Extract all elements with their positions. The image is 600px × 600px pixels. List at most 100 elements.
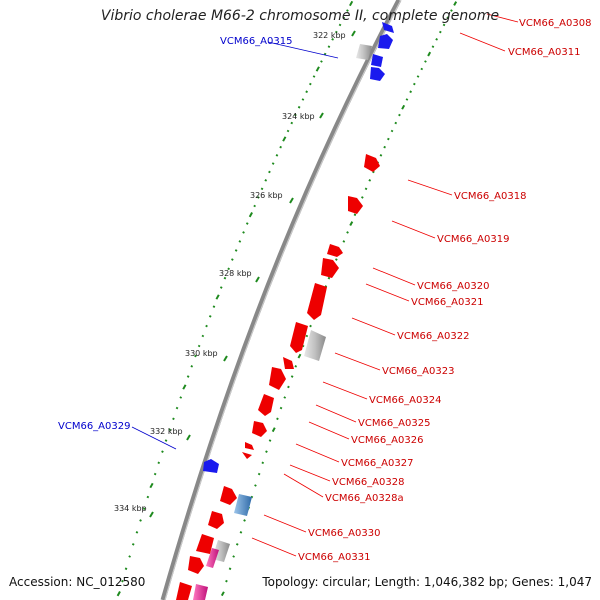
gc-dot xyxy=(364,187,368,191)
gene-arrow xyxy=(348,196,363,214)
gc-dot xyxy=(260,187,264,191)
gene-label[interactable]: VCM66_A0308 xyxy=(519,18,591,29)
gene-label[interactable]: VCM66_A0328 xyxy=(332,477,404,488)
gc-dot xyxy=(290,375,294,378)
gc-dot xyxy=(168,428,172,431)
gc-dot xyxy=(335,258,338,261)
gc-dot xyxy=(446,16,450,19)
gene-label[interactable]: VCM66_A0320 xyxy=(417,281,489,292)
gene-label[interactable]: VCM66_A0325 xyxy=(358,418,430,429)
gc-dot xyxy=(279,406,283,410)
gc-dot xyxy=(238,240,242,243)
gc-dot xyxy=(179,396,183,399)
gene-label[interactable]: VCM66_A0326 xyxy=(351,435,423,446)
gc-dot xyxy=(394,121,398,125)
gc-dot xyxy=(253,204,256,208)
gene-label[interactable]: VCM66_A0322 xyxy=(397,331,469,342)
gene-arrow xyxy=(290,322,308,353)
gc-dot xyxy=(164,439,168,442)
gc-dot xyxy=(215,294,220,300)
gene-arrow xyxy=(382,22,394,33)
gene-block xyxy=(304,330,326,361)
gc-dot xyxy=(294,365,298,368)
gc-content-track xyxy=(116,0,458,597)
gc-dot xyxy=(268,170,271,174)
gene-label[interactable]: VCM66_A0324 xyxy=(369,395,441,406)
forward-strand-genes xyxy=(176,154,380,600)
gc-dot xyxy=(242,231,245,234)
gc-dot xyxy=(220,591,225,597)
gc-dot xyxy=(121,579,124,583)
gc-dot xyxy=(349,221,354,226)
gene-label[interactable]: VCM66_A0315 xyxy=(220,36,292,47)
gene-label[interactable]: VCM66_A0318 xyxy=(454,191,526,202)
gc-dot xyxy=(268,439,272,442)
gc-dot xyxy=(349,0,354,7)
gene-label[interactable]: VCM66_A0327 xyxy=(341,458,413,469)
gene-labels-reverse: VCM66_A0315 VCM66_A0329 xyxy=(58,36,292,432)
gc-dot xyxy=(131,543,135,546)
gc-dot xyxy=(383,145,386,149)
gene-arrow xyxy=(371,54,383,67)
gc-dot xyxy=(235,543,239,546)
misc-genes xyxy=(193,548,219,600)
gc-dot xyxy=(212,305,216,308)
gc-dot xyxy=(186,375,190,378)
gc-dot xyxy=(342,240,346,243)
gc-dot xyxy=(223,276,227,280)
gc-dot xyxy=(327,45,331,48)
gc-dot xyxy=(409,90,412,94)
gc-dot xyxy=(453,1,458,6)
gc-dot xyxy=(287,385,290,389)
gene-arrow xyxy=(370,67,385,81)
gc-dot xyxy=(124,567,128,571)
gene-label[interactable]: VCM66_A0331 xyxy=(298,552,370,563)
gc-dot xyxy=(239,531,243,534)
topology-text: Topology: circular; Length: 1,046,382 bp… xyxy=(261,575,592,589)
gene-label[interactable]: VCM66_A0330 xyxy=(308,528,380,539)
chromosome-backbone-highlight xyxy=(164,0,402,600)
gc-dot xyxy=(372,170,375,174)
gc-dot xyxy=(257,196,260,199)
reverse-strand-genes xyxy=(203,22,394,473)
rna-gene xyxy=(234,494,252,516)
gc-dot xyxy=(420,67,424,71)
gc-dot xyxy=(286,129,290,133)
gc-dot xyxy=(368,179,372,182)
gene-label[interactable]: VCM66_A0311 xyxy=(508,47,580,58)
gc-dot xyxy=(172,417,175,421)
gc-dot xyxy=(142,507,146,510)
gc-dot xyxy=(149,482,154,489)
gc-dot xyxy=(379,154,383,157)
tick-label: 322 kbp xyxy=(313,31,346,40)
gc-dot xyxy=(208,315,212,318)
gc-dot xyxy=(327,276,331,280)
gc-dot xyxy=(279,145,282,149)
gc-dot xyxy=(128,555,131,558)
gc-dot xyxy=(305,334,309,338)
gc-dot xyxy=(290,121,294,125)
gc-dot xyxy=(297,353,302,359)
gc-dot xyxy=(116,591,121,597)
gene-label[interactable]: VCM66_A0321 xyxy=(411,297,483,308)
gene-label[interactable]: VCM66_A0319 xyxy=(437,234,509,245)
tick-label: 334 kbp xyxy=(114,504,147,513)
gc-dot xyxy=(398,113,401,117)
gene-label[interactable]: VCM66_A0323 xyxy=(382,366,454,377)
gene-label[interactable]: VCM66_A0329 xyxy=(58,421,130,432)
gene-label[interactable]: VCM66_A0328a xyxy=(325,493,404,504)
gene-arrow xyxy=(220,486,237,505)
gc-dot xyxy=(231,258,234,261)
gc-dot xyxy=(331,38,334,41)
gene-arrow xyxy=(208,511,224,529)
gc-dot xyxy=(135,531,139,534)
gc-dot xyxy=(197,344,201,348)
gc-dot xyxy=(264,179,268,182)
gene-arrow xyxy=(364,154,380,172)
gc-dot xyxy=(387,137,390,141)
gc-dot xyxy=(190,365,194,368)
map-title: Vibrio cholerae M66-2 chromosome II, com… xyxy=(101,8,499,24)
tick-label: 332 kbp xyxy=(150,427,183,436)
gc-dot xyxy=(276,417,279,421)
